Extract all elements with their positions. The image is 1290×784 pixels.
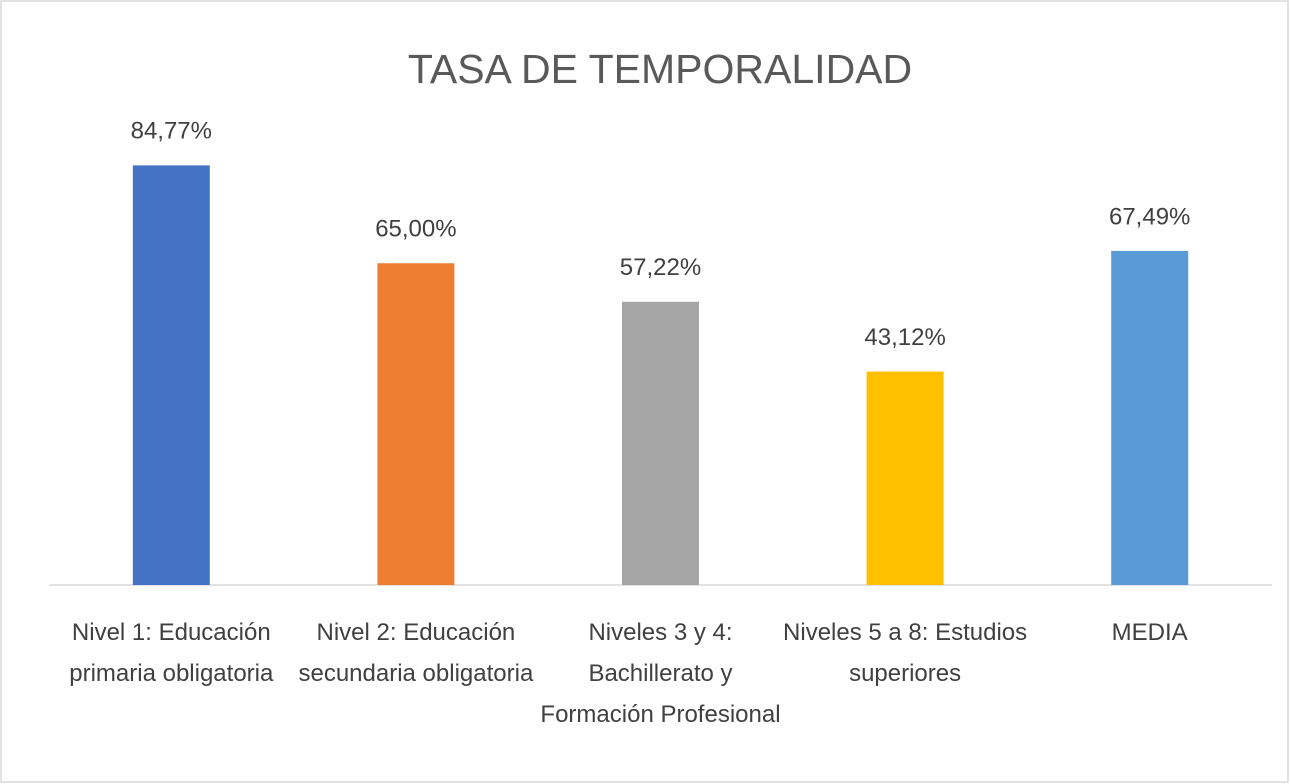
bar <box>1111 250 1189 585</box>
data-label: 65,00% <box>375 216 456 243</box>
x-tick-label: Nivel 2: Educación secundaria obligatori… <box>298 619 534 687</box>
data-label: 57,22% <box>620 254 701 281</box>
x-tick-label: MEDIA <box>1111 619 1188 646</box>
x-tick-label: Nivel 1: Educación primaria obligatoria <box>69 619 274 687</box>
bar <box>866 371 944 585</box>
x-tick-label: Niveles 5 a 8: Estudios superiores <box>783 619 1028 687</box>
bar <box>622 301 699 585</box>
data-label: 67,49% <box>1109 203 1190 230</box>
data-label: 84,77% <box>131 118 212 145</box>
data-label: 43,12% <box>864 324 945 351</box>
x-tick-label: Niveles 3 y 4: Bachillerato y Formación … <box>540 619 781 728</box>
bar <box>132 165 210 586</box>
bar <box>377 263 455 585</box>
chart-title: TASA DE TEMPORALIDAD <box>408 46 912 92</box>
